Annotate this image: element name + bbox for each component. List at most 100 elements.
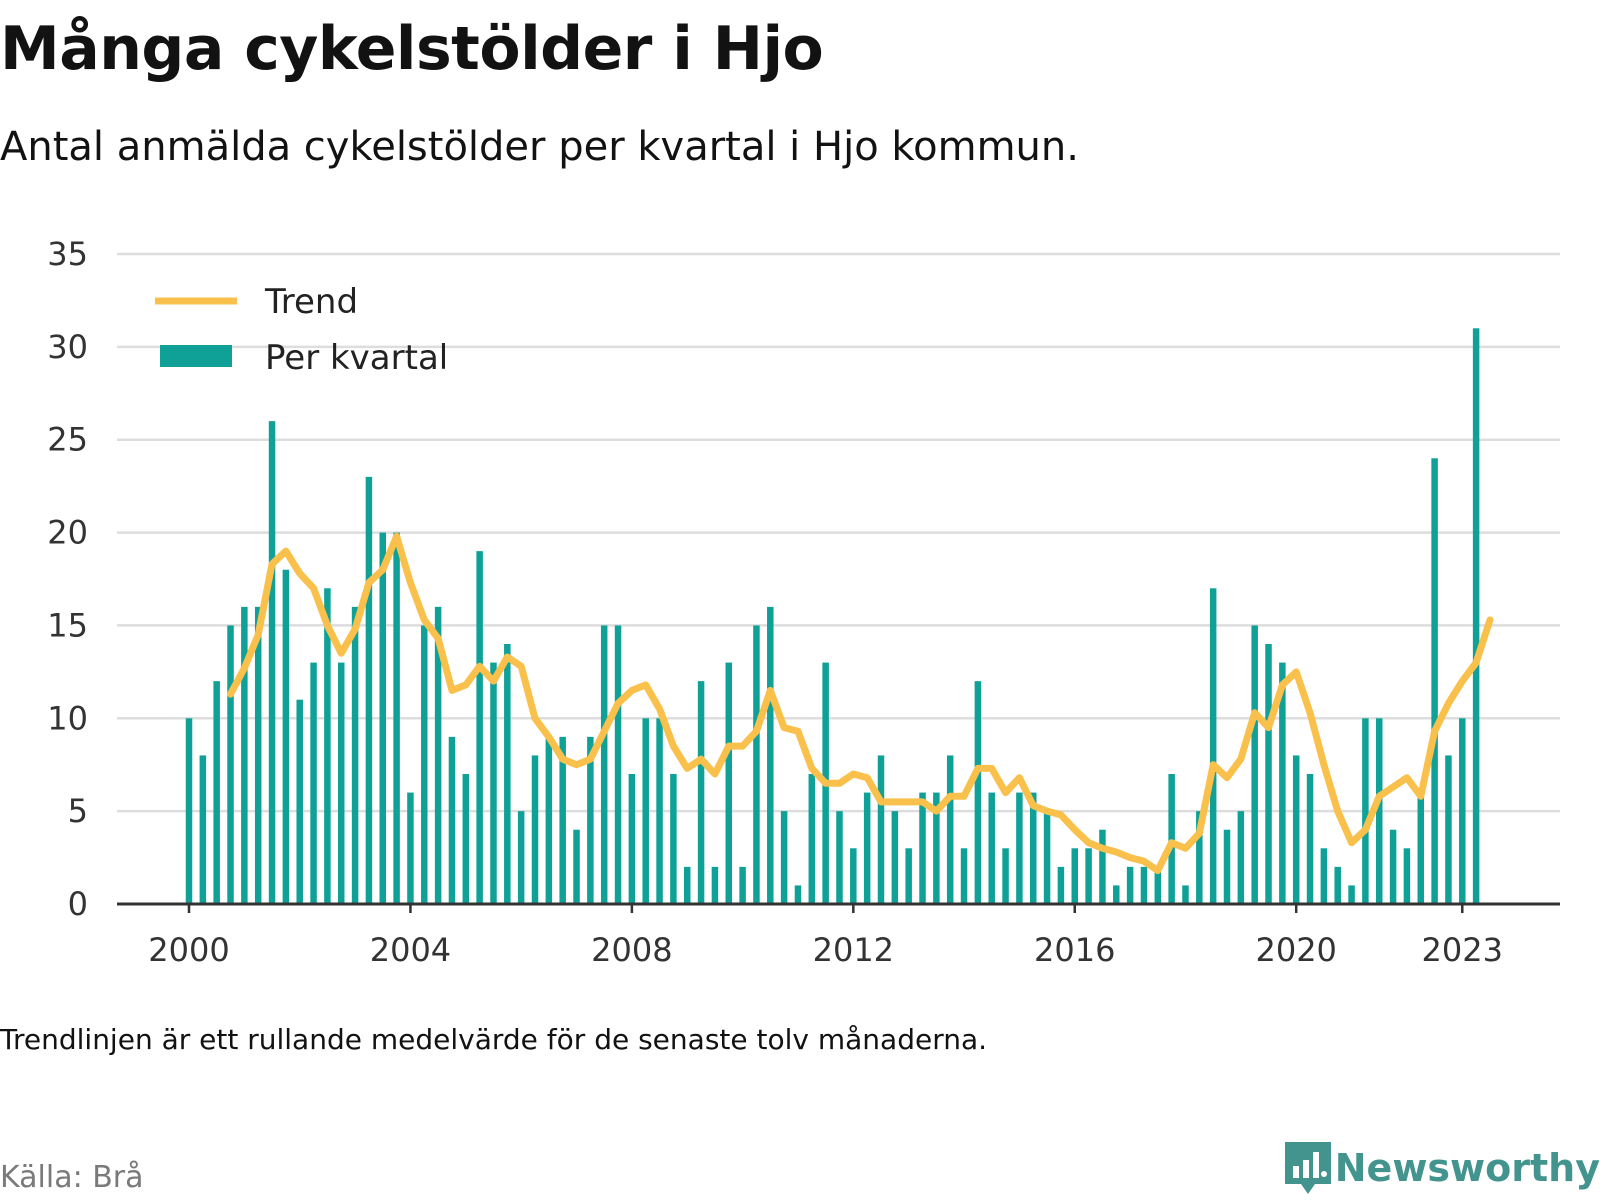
bar bbox=[490, 662, 497, 904]
legend-bars-label: Per kvartal bbox=[265, 338, 448, 378]
bar bbox=[1085, 848, 1092, 904]
bar bbox=[725, 662, 733, 904]
bar bbox=[794, 885, 802, 904]
bar bbox=[1126, 866, 1134, 904]
bar bbox=[227, 625, 234, 904]
bar bbox=[1362, 718, 1369, 904]
bar bbox=[697, 681, 705, 904]
bar bbox=[919, 792, 926, 904]
x-tick-label: 2012 bbox=[813, 931, 894, 969]
legend: Trend Per kvartal bbox=[155, 282, 448, 378]
bar bbox=[1113, 885, 1120, 904]
bar bbox=[504, 644, 511, 904]
legend-bars-swatch bbox=[160, 345, 232, 367]
chart-title: Många cykelstölder i Hjo bbox=[0, 14, 824, 84]
bar bbox=[310, 662, 317, 904]
bar bbox=[877, 755, 885, 904]
bar bbox=[1403, 848, 1411, 904]
bar bbox=[905, 848, 912, 904]
bar bbox=[282, 569, 290, 904]
bar bbox=[960, 848, 968, 904]
bar bbox=[351, 606, 359, 904]
bar bbox=[1459, 718, 1466, 904]
bar bbox=[780, 811, 788, 904]
bar bbox=[407, 792, 414, 904]
bar bbox=[850, 848, 857, 904]
bar bbox=[448, 736, 456, 904]
bar bbox=[1348, 885, 1355, 904]
bar bbox=[1140, 866, 1148, 904]
y-tick-label: 35 bbox=[47, 235, 88, 273]
bar bbox=[545, 736, 553, 904]
x-tick-label: 2000 bbox=[148, 931, 229, 969]
bar bbox=[462, 774, 470, 904]
bar bbox=[614, 625, 622, 904]
bar bbox=[393, 532, 400, 904]
chart-note: Trendlinjen är ett rullande medelvärde f… bbox=[0, 1023, 988, 1056]
bar bbox=[946, 755, 954, 904]
bar bbox=[421, 625, 428, 904]
bar bbox=[517, 811, 525, 904]
bar bbox=[1417, 792, 1425, 904]
bar bbox=[1237, 811, 1245, 904]
bar bbox=[213, 681, 220, 904]
chart-subtitle: Antal anmälda cykelstölder per kvartal i… bbox=[0, 124, 1079, 170]
bar bbox=[434, 606, 442, 904]
bar bbox=[767, 606, 774, 904]
x-tick-label: 2004 bbox=[370, 931, 451, 969]
brand-logo[interactable]: Newsworthy bbox=[1281, 1138, 1600, 1198]
bar bbox=[1445, 755, 1452, 904]
bar bbox=[1223, 829, 1231, 904]
y-tick-label: 30 bbox=[47, 328, 88, 366]
bar bbox=[1029, 792, 1037, 904]
legend-trend-label: Trend bbox=[264, 282, 358, 322]
bar bbox=[1002, 848, 1009, 904]
bar bbox=[1057, 866, 1065, 904]
bar bbox=[1043, 811, 1051, 904]
x-tick-label: 2016 bbox=[1034, 931, 1115, 969]
bar bbox=[891, 811, 899, 904]
x-tick-label: 2023 bbox=[1422, 931, 1503, 969]
y-axis: 0 5 10 15 20 25 30 35 bbox=[47, 235, 88, 923]
bar-series bbox=[185, 328, 1480, 904]
bar bbox=[531, 755, 539, 904]
bar bbox=[739, 866, 746, 904]
bar bbox=[476, 551, 483, 904]
bar bbox=[241, 606, 248, 904]
x-axis: 2000 2004 2008 2012 2016 2020 2023 bbox=[117, 902, 1560, 969]
bar bbox=[296, 699, 303, 904]
bar bbox=[1279, 662, 1286, 904]
trend-line bbox=[227, 532, 1494, 875]
bar bbox=[600, 625, 608, 904]
bar bbox=[642, 718, 649, 904]
bar bbox=[808, 774, 816, 904]
bar bbox=[324, 588, 331, 904]
bar bbox=[1306, 774, 1314, 904]
y-tick-label: 10 bbox=[47, 699, 88, 737]
bar bbox=[1099, 829, 1106, 904]
bar bbox=[836, 811, 843, 904]
bar bbox=[1168, 774, 1175, 904]
bar bbox=[1265, 644, 1272, 904]
bar bbox=[268, 421, 276, 904]
x-tick-label: 2020 bbox=[1255, 931, 1336, 969]
bar bbox=[628, 774, 636, 904]
bar bbox=[1472, 328, 1480, 904]
bar bbox=[1071, 848, 1079, 904]
x-tick-label: 2008 bbox=[591, 931, 672, 969]
bar bbox=[365, 476, 373, 904]
y-tick-label: 5 bbox=[68, 792, 88, 830]
bar bbox=[1209, 588, 1217, 904]
y-tick-label: 15 bbox=[47, 606, 88, 644]
bar bbox=[573, 829, 580, 904]
y-tick-label: 0 bbox=[68, 885, 88, 923]
bar bbox=[337, 662, 345, 904]
bar bbox=[988, 792, 995, 904]
bar bbox=[1182, 885, 1189, 904]
y-tick-label: 25 bbox=[47, 421, 88, 459]
source-label: Källa: Brå bbox=[0, 1160, 144, 1195]
bar bbox=[656, 718, 663, 904]
bar bbox=[753, 625, 760, 904]
bar bbox=[1320, 848, 1328, 904]
bar bbox=[1154, 866, 1162, 904]
